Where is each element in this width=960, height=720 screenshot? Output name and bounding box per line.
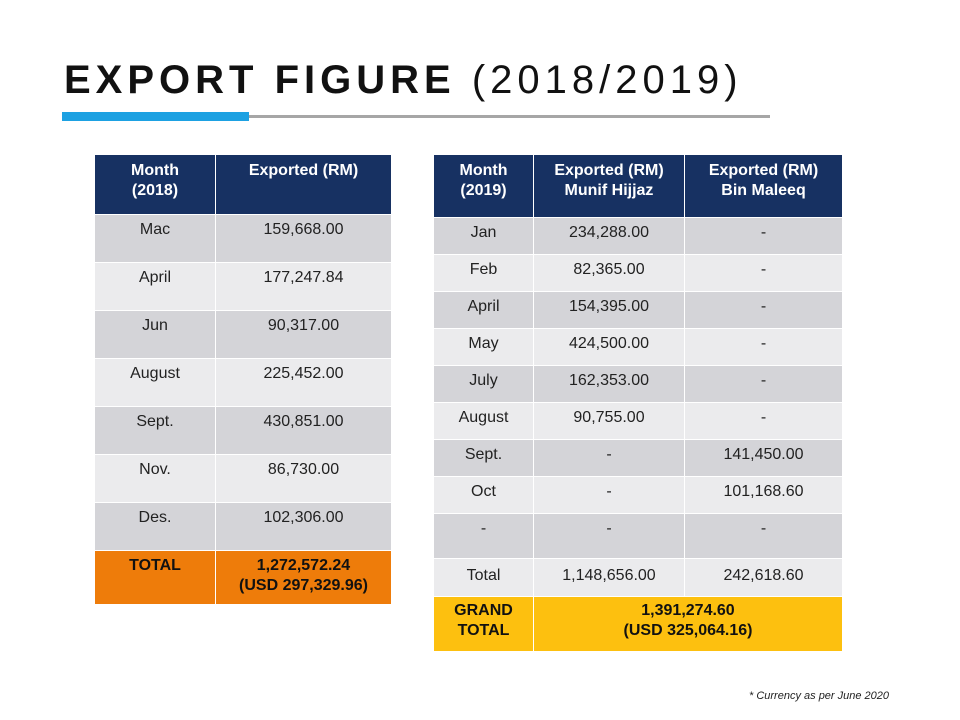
value-cell: 90,755.00 [533,402,685,440]
value-cell: - [533,439,685,477]
total-label: Total [433,558,534,597]
table-row: May 424,500.00 - [433,328,843,366]
month-cell: August [433,402,534,440]
value-cell: 86,730.00 [215,454,392,503]
value-cell: - [684,365,843,403]
table-row: April 154,395.00 - [433,291,843,329]
table-row: August 225,452.00 [94,358,392,407]
value-cell: 424,500.00 [533,328,685,366]
month-cell: Oct [433,476,534,514]
table-row: Sept. 430,851.00 [94,406,392,455]
value-cell: 225,452.00 [215,358,392,407]
title-main: EXPORT FIGURE [64,58,456,102]
header-exported-rm: Exported (RM) [215,154,392,215]
table-row: - - - [433,513,843,559]
header-exported-munif-hijjaz: Exported (RM) Munif Hijjaz [533,154,685,218]
title-years: (2018/2019) [471,58,743,102]
total-row-2019: Total 1,148,656.00 242,618.60 [433,558,843,597]
value-cell: 102,306.00 [215,502,392,551]
header-month-2019: Month (2019) [433,154,534,218]
value-cell: - [533,476,685,514]
month-cell: August [94,358,216,407]
total-value: 1,272,572.24 (USD 297,329.96) [215,550,392,605]
page-title: EXPORT FIGURE (2018/2019) [64,56,743,104]
total-label: TOTAL [94,550,216,605]
export-table-2019: Month (2019) Exported (RM) Munif Hijjaz Ex… [433,154,843,652]
value-cell: 177,247.84 [215,262,392,311]
value-cell: 430,851.00 [215,406,392,455]
grand-total-label: GRAND TOTAL [433,596,534,652]
value-cell: 90,317.00 [215,310,392,359]
month-cell: May [433,328,534,366]
month-cell: Sept. [433,439,534,477]
export-table-2018: Month (2018) Exported (RM) Mac 159,668.00… [94,154,392,605]
value-cell: 82,365.00 [533,254,685,292]
title-accent-bar [62,112,249,121]
value-cell: - [684,513,843,559]
value-cell: - [684,254,843,292]
total-row-2018: TOTAL 1,272,572.24 (USD 297,329.96) [94,550,392,605]
table-header-row: Month (2018) Exported (RM) [94,154,392,215]
value-cell: - [684,402,843,440]
month-cell: July [433,365,534,403]
month-cell: Feb [433,254,534,292]
month-cell: Mac [94,214,216,263]
table-row: Jan 234,288.00 - [433,217,843,255]
table-row: Jun 90,317.00 [94,310,392,359]
month-cell: Nov. [94,454,216,503]
header-exported-bin-maleeq: Exported (RM) Bin Maleeq [684,154,843,218]
value-cell: - [684,217,843,255]
currency-footnote: * Currency as per June 2020 [749,690,890,702]
table-row: Nov. 86,730.00 [94,454,392,503]
table-row: August 90,755.00 - [433,402,843,440]
grand-total-value: 1,391,274.60 (USD 325,064.16) [533,596,843,652]
table-row: Oct - 101,168.60 [433,476,843,514]
table-row: Feb 82,365.00 - [433,254,843,292]
table-row: July 162,353.00 - [433,365,843,403]
value-cell: 234,288.00 [533,217,685,255]
value-cell: 141,450.00 [684,439,843,477]
month-cell: April [94,262,216,311]
value-cell: 154,395.00 [533,291,685,329]
value-cell: 101,168.60 [684,476,843,514]
month-cell: Des. [94,502,216,551]
value-cell: - [684,328,843,366]
table-row: Sept. - 141,450.00 [433,439,843,477]
table-row: Des. 102,306.00 [94,502,392,551]
value-cell: - [533,513,685,559]
total-bin-maleeq: 242,618.60 [684,558,843,597]
header-month-2018: Month (2018) [94,154,216,215]
month-cell: April [433,291,534,329]
month-cell: - [433,513,534,559]
month-cell: Jan [433,217,534,255]
table-header-row: Month (2019) Exported (RM) Munif Hijjaz Ex… [433,154,843,218]
table-row: Mac 159,668.00 [94,214,392,263]
month-cell: Sept. [94,406,216,455]
total-munif-hijjaz: 1,148,656.00 [533,558,685,597]
value-cell: 162,353.00 [533,365,685,403]
title-underline [62,115,770,118]
month-cell: Jun [94,310,216,359]
value-cell: - [684,291,843,329]
table-row: April 177,247.84 [94,262,392,311]
value-cell: 159,668.00 [215,214,392,263]
grand-total-row: GRAND TOTAL 1,391,274.60 (USD 325,064.16) [433,596,843,652]
